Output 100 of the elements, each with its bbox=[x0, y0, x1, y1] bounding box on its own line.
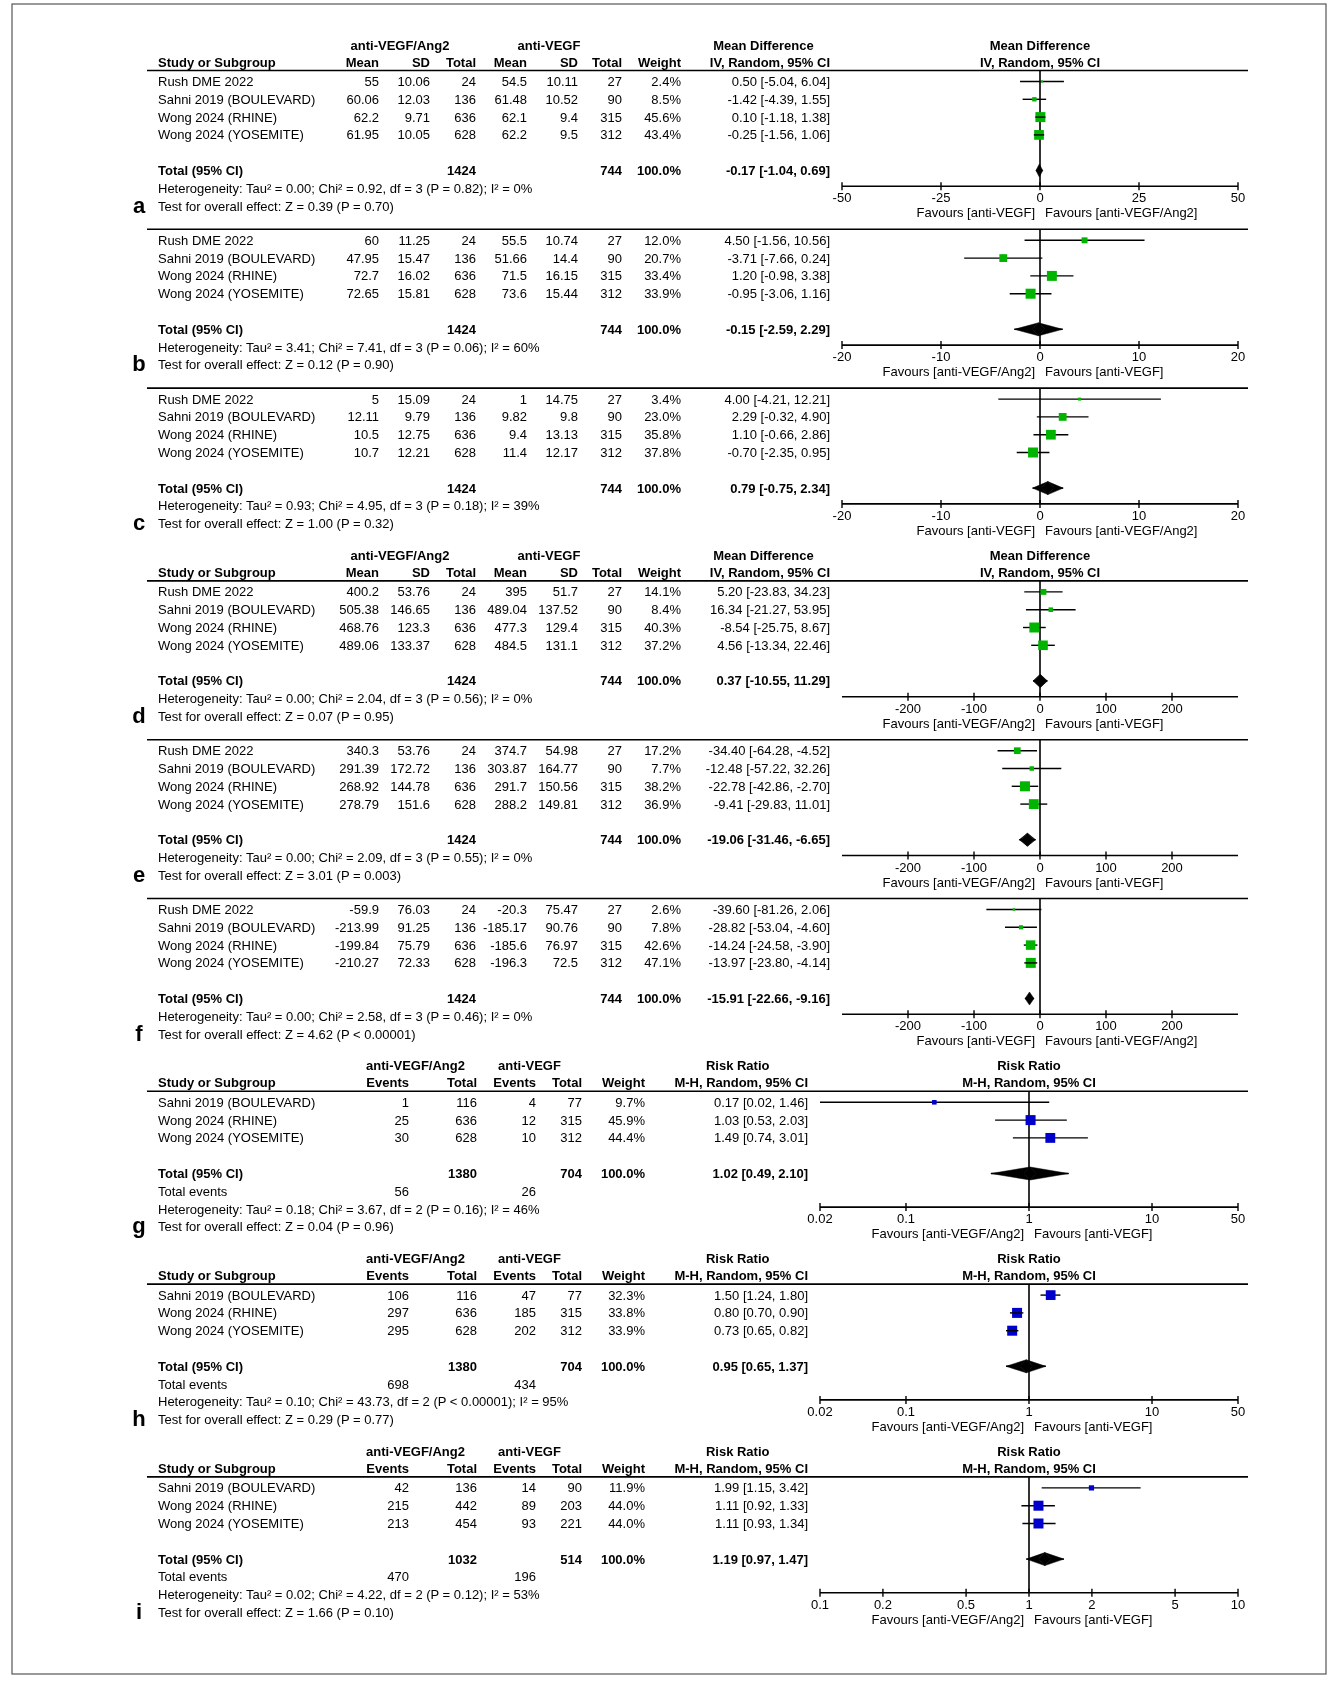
data-label: 2.4% bbox=[651, 74, 682, 89]
data-label: 297 bbox=[387, 1305, 409, 1321]
text: anti-VEGF bbox=[498, 1251, 561, 1267]
x-tick-label: 10 bbox=[1230, 1596, 1246, 1612]
x-tick-label: 0 bbox=[1036, 700, 1044, 716]
category-label: Rush DME 2022 bbox=[158, 584, 254, 600]
data-label: -28.82 [-53.04, -4.60] bbox=[708, 919, 830, 935]
data-label: 24 bbox=[461, 584, 476, 600]
data-label: 278.79 bbox=[339, 796, 379, 812]
data-label: 76.03 bbox=[397, 902, 430, 917]
text: Test for overall effect: Z = 4.62 (P < 0.00001) bbox=[158, 1026, 416, 1042]
text: SD bbox=[559, 54, 578, 70]
data-label: -20.3 bbox=[497, 902, 527, 917]
data-label: 10.52 bbox=[545, 91, 578, 107]
data-label: 434 bbox=[514, 1376, 536, 1392]
data-label: 744 bbox=[600, 480, 623, 496]
text: Mean Difference bbox=[713, 37, 814, 53]
data-label: 56 bbox=[394, 1183, 409, 1199]
data-label: -199.84 bbox=[334, 937, 379, 953]
text: Weight bbox=[601, 1268, 646, 1284]
data-label: 5 bbox=[371, 391, 379, 407]
data-label: 1424 bbox=[447, 321, 477, 337]
data-label: 10.05 bbox=[397, 127, 430, 143]
data-label: 123.3 bbox=[397, 620, 430, 635]
data-label: 1.03 [0.53, 2.03] bbox=[714, 1112, 808, 1128]
data-label: 374.7 bbox=[494, 743, 527, 759]
data-label: 172.72 bbox=[390, 761, 430, 776]
text: Test for overall effect: Z = 0.39 (P = 0.70) bbox=[158, 198, 394, 214]
data-label: -39.60 [-81.26, 2.06] bbox=[712, 902, 830, 917]
data-label: 628 bbox=[454, 445, 476, 460]
text: a bbox=[132, 192, 146, 218]
data-label: 291.39 bbox=[339, 761, 379, 776]
text: Total bbox=[591, 564, 622, 580]
data-label: 72.65 bbox=[346, 286, 379, 302]
data-label: 3.4% bbox=[651, 391, 682, 407]
data-label: 24 bbox=[461, 74, 476, 89]
data-label: 100.0% bbox=[600, 1551, 646, 1567]
data-label: 0.50 [-5.04, 6.04] bbox=[731, 74, 830, 89]
data-label: 136 bbox=[454, 91, 476, 107]
data-label: 131.1 bbox=[545, 637, 578, 653]
data-label: 185 bbox=[514, 1305, 536, 1321]
data-label: 10.06 bbox=[397, 74, 430, 89]
x-tick-label: 10 bbox=[1131, 349, 1147, 365]
x-tick-label: -100 bbox=[960, 859, 988, 875]
x-tick-label: 0.2 bbox=[873, 1596, 892, 1612]
text: Events bbox=[493, 1075, 536, 1091]
category-label: Wong 2024 (RHINE) bbox=[158, 937, 277, 953]
data-label: -185.17 bbox=[482, 919, 527, 935]
data-label: 1380 bbox=[448, 1166, 477, 1181]
data-label: 14.4 bbox=[552, 250, 578, 266]
text: Events bbox=[366, 1268, 409, 1284]
text: Study or Subgroup bbox=[158, 1268, 276, 1284]
text: Events bbox=[366, 1460, 409, 1476]
data-label: 61.48 bbox=[494, 91, 527, 107]
data-label: 11.9% bbox=[609, 1480, 646, 1496]
data-label: 12 bbox=[521, 1112, 536, 1128]
data-label: 505.38 bbox=[339, 602, 379, 618]
data-label: 628 bbox=[455, 1130, 477, 1146]
data-label: 0.80 [0.70, 0.90] bbox=[714, 1305, 808, 1321]
data-label: 470 bbox=[387, 1569, 409, 1585]
text: e bbox=[132, 861, 146, 887]
data-label: 100.0% bbox=[636, 321, 682, 337]
text: Events bbox=[366, 1075, 409, 1091]
data-label: 1424 bbox=[447, 673, 477, 689]
category-label: Rush DME 2022 bbox=[158, 743, 254, 759]
x-tick-label: 25 bbox=[1131, 190, 1147, 206]
data-label: 5.20 [-23.83, 34.23] bbox=[717, 584, 830, 600]
data-label: 54.98 bbox=[545, 743, 578, 759]
category-label: Total (95% CI) bbox=[158, 1551, 243, 1567]
data-label: 90.76 bbox=[545, 919, 578, 935]
data-label: 704 bbox=[560, 1358, 583, 1374]
data-label: 1.11 [0.92, 1.33] bbox=[715, 1498, 808, 1514]
x-tick-label: -50 bbox=[832, 190, 852, 206]
x-tick-label: -200 bbox=[894, 700, 922, 716]
text: IV, Random, 95% CI bbox=[709, 54, 830, 70]
data-label: 7.8% bbox=[651, 919, 682, 935]
text: Risk Ratio bbox=[705, 1443, 770, 1459]
text: Favours [anti-VEGF] bbox=[916, 1033, 1035, 1049]
data-label: -0.17 [-1.04, 0.69] bbox=[725, 163, 830, 178]
text: Favours [anti-VEGF] bbox=[1045, 874, 1164, 890]
data-label: 25 bbox=[394, 1112, 409, 1128]
data-label: 151.6 bbox=[397, 796, 430, 812]
text: Favours [anti-VEGF] bbox=[1045, 715, 1164, 731]
data-label: 2.6% bbox=[651, 902, 682, 917]
data-label: -14.24 [-24.58, -3.90] bbox=[708, 937, 830, 953]
data-label: 628 bbox=[454, 637, 476, 653]
x-tick-label: 0 bbox=[1036, 349, 1044, 365]
text: Test for overall effect: Z = 0.29 (P = 0.77) bbox=[158, 1412, 394, 1428]
data-label: 106 bbox=[387, 1287, 409, 1303]
text: Mean bbox=[345, 564, 380, 580]
data-label: -3.71 [-7.66, 0.24] bbox=[727, 250, 830, 266]
data-label: 23.0% bbox=[644, 409, 682, 425]
data-label: 268.92 bbox=[339, 778, 379, 794]
data-label: 303.87 bbox=[487, 761, 527, 776]
data-label: -210.27 bbox=[334, 955, 379, 971]
data-label: 636 bbox=[454, 268, 476, 284]
data-label: 312 bbox=[600, 445, 622, 460]
text: Test for overall effect: Z = 0.12 (P = 0.90) bbox=[158, 357, 394, 373]
data-label: 44.0% bbox=[608, 1498, 646, 1514]
category-label: Wong 2024 (RHINE) bbox=[158, 268, 277, 284]
